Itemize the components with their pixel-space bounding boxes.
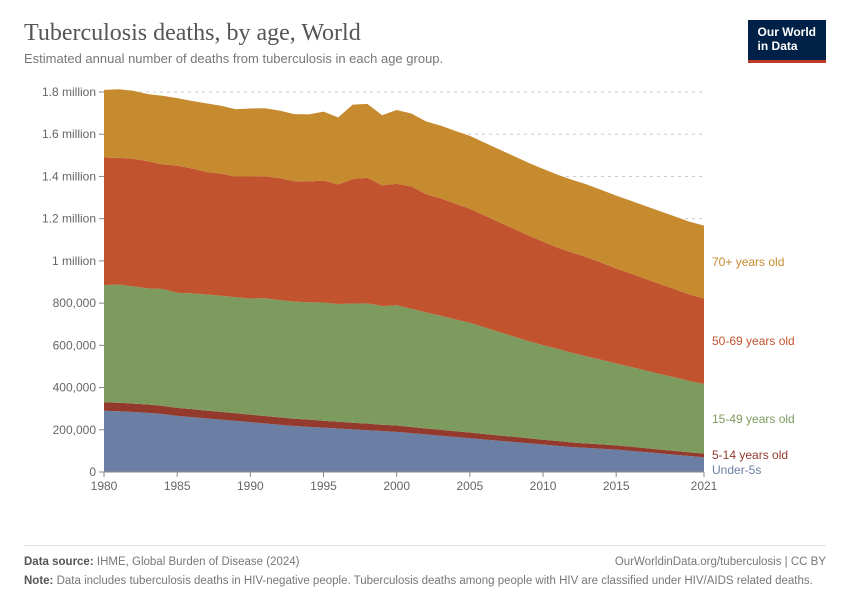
source-label: Data source:: [24, 556, 94, 568]
owid-logo[interactable]: Our World in Data: [748, 20, 826, 63]
series-label: 5-14 years old: [712, 448, 788, 462]
source-line: Data source: IHME, Global Burden of Dise…: [24, 554, 300, 571]
y-tick-label: 0: [89, 465, 96, 479]
y-tick-label: 800,000: [53, 296, 97, 310]
y-tick-label: 600,000: [53, 338, 97, 352]
series-label: 15-49 years old: [712, 412, 795, 426]
y-tick-label: 200,000: [53, 423, 97, 437]
y-tick-label: 1.8 million: [42, 85, 96, 99]
y-tick-label: 1.6 million: [42, 127, 96, 141]
y-tick-label: 1 million: [52, 254, 96, 268]
series-label: Under-5s: [712, 463, 761, 477]
chart-svg: 1980 1985 1990 1995 2000 2005 2010 2015 2021 0 200…: [24, 82, 826, 502]
x-tick-label: 2015: [603, 479, 630, 493]
x-tick-label: 2021: [691, 479, 718, 493]
footer-row-source: Data source: IHME, Global Burden of Dise…: [24, 554, 826, 571]
x-tick-label: 2005: [457, 479, 484, 493]
y-tick-label: 1.4 million: [42, 169, 96, 183]
x-tick-label: 1985: [164, 479, 191, 493]
chart-subtitle: Estimated annual number of deaths from t…: [24, 51, 748, 66]
chart-footer: Data source: IHME, Global Burden of Dise…: [24, 545, 826, 591]
header-row: Tuberculosis deaths, by age, World Estim…: [24, 20, 826, 66]
logo-line-2: in Data: [758, 40, 816, 54]
logo-line-1: Our World: [758, 26, 816, 40]
x-tick-label: 2010: [530, 479, 557, 493]
source-text: IHME, Global Burden of Disease (2024): [97, 556, 300, 568]
title-block: Tuberculosis deaths, by age, World Estim…: [24, 20, 748, 66]
note-text: Data includes tuberculosis deaths in HIV…: [57, 575, 813, 587]
x-tick-label: 1990: [237, 479, 264, 493]
y-tick-label: 400,000: [53, 381, 97, 395]
y-tick-label: 1.2 million: [42, 212, 96, 226]
chart-title: Tuberculosis deaths, by age, World: [24, 20, 748, 47]
attribution[interactable]: OurWorldinData.org/tuberculosis | CC BY: [615, 554, 826, 571]
x-tick-label: 2000: [383, 479, 410, 493]
chart-container: Tuberculosis deaths, by age, World Estim…: [0, 0, 850, 600]
note-line: Note: Data includes tuberculosis deaths …: [24, 573, 826, 590]
note-label: Note:: [24, 575, 53, 587]
x-tick-label: 1995: [310, 479, 337, 493]
x-tick-label: 1980: [91, 479, 118, 493]
series-label: 70+ years old: [712, 255, 784, 269]
series-label: 50-69 years old: [712, 334, 795, 348]
chart-area: 1980 1985 1990 1995 2000 2005 2010 2015 2021 0 200…: [24, 82, 826, 502]
